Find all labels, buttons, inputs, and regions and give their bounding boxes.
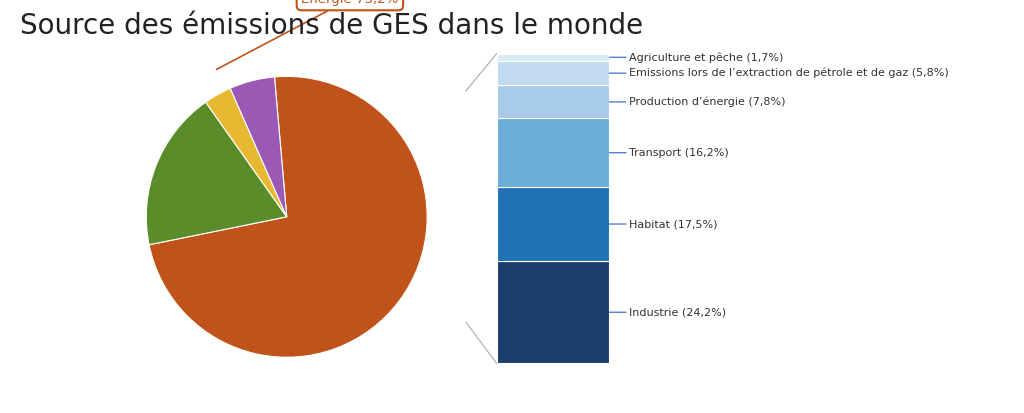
Wedge shape	[206, 88, 287, 217]
Bar	[497, 119, 609, 187]
Text: Production d’énergie (7,8%): Production d’énergie (7,8%)	[609, 97, 785, 107]
Wedge shape	[230, 77, 287, 217]
Bar	[497, 61, 609, 85]
Text: Transport (16,2%): Transport (16,2%)	[609, 148, 728, 158]
Text: Emissions lors de l’extraction de pétrole et de gaz (5,8%): Emissions lors de l’extraction de pétrol…	[609, 68, 948, 78]
Text: Energie 73,2%: Energie 73,2%	[216, 0, 398, 69]
Text: Source des émissions de GES dans le monde: Source des émissions de GES dans le mond…	[20, 12, 644, 40]
Bar	[497, 54, 609, 61]
Bar	[497, 187, 609, 261]
Text: Habitat (17,5%): Habitat (17,5%)	[609, 219, 717, 229]
Wedge shape	[146, 102, 287, 245]
Bar	[497, 261, 609, 363]
Text: Agriculture et pêche (1,7%): Agriculture et pêche (1,7%)	[609, 52, 783, 62]
Bar	[497, 85, 609, 119]
Text: Industrie (24,2%): Industrie (24,2%)	[609, 307, 726, 317]
Wedge shape	[150, 76, 427, 357]
